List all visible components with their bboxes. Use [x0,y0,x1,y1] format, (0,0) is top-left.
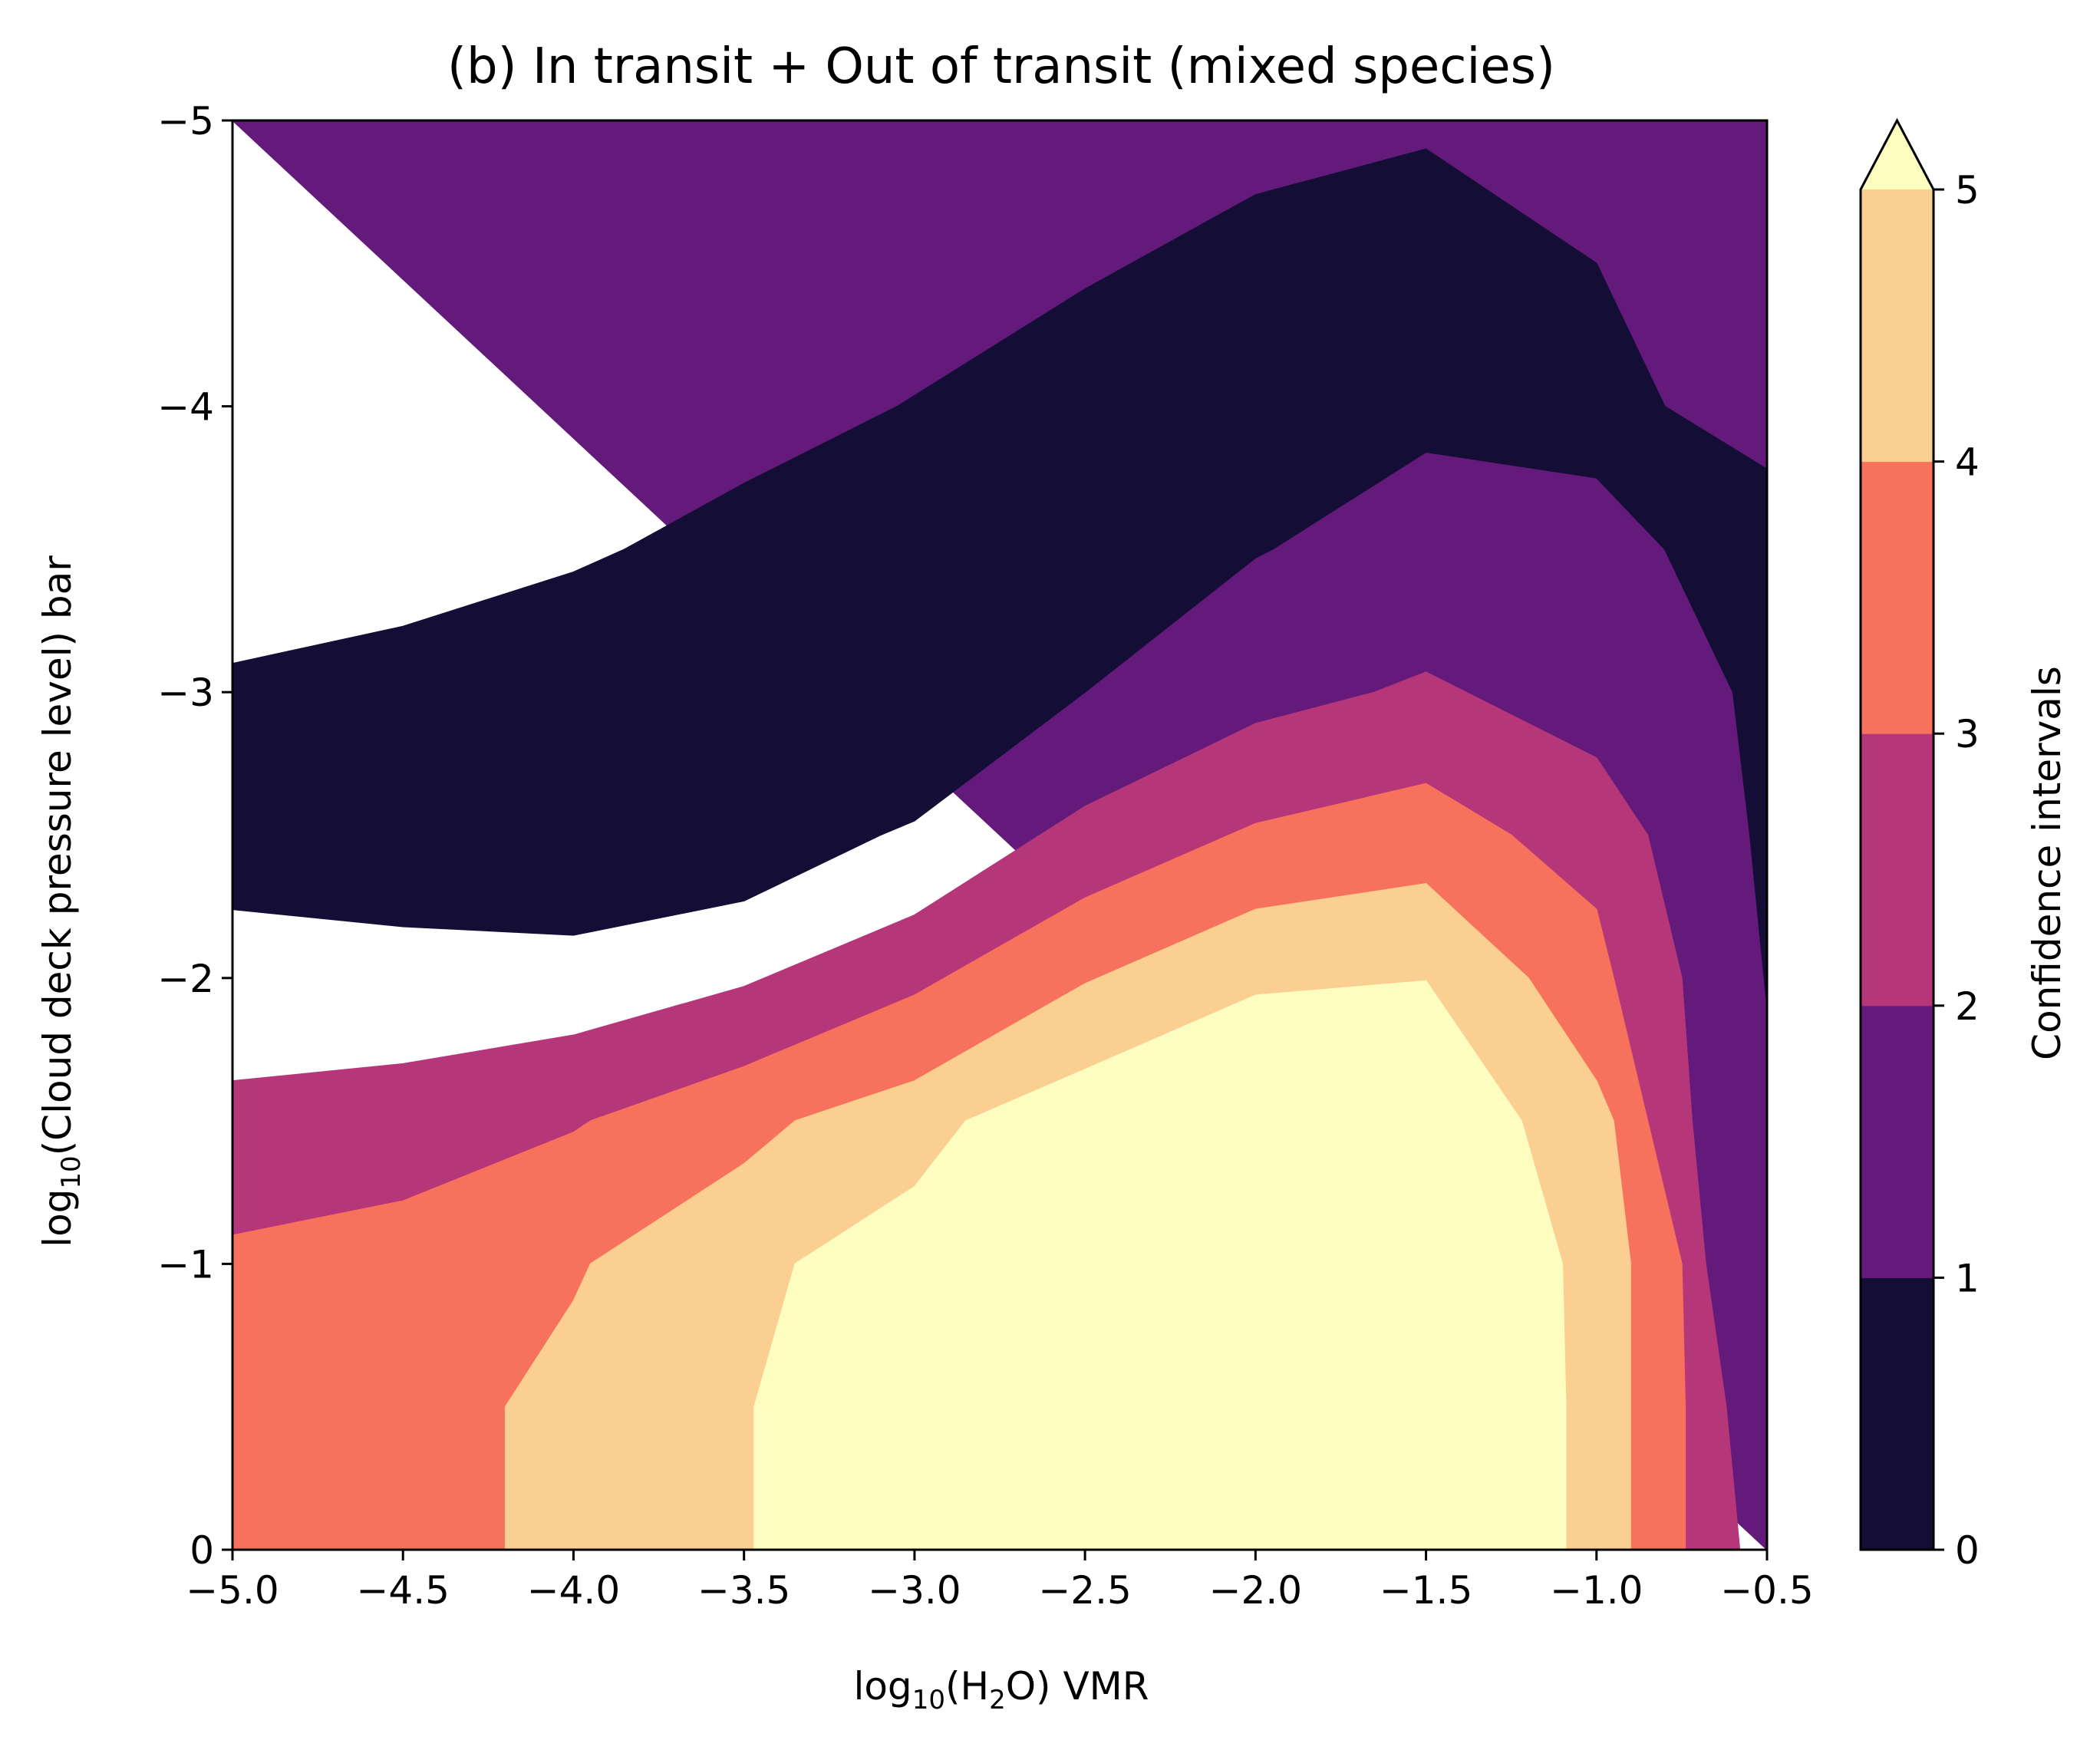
plot-area [231,119,1769,1551]
y-axis-label: log10(Cloud deck pressure level) bar [35,555,87,1247]
colorbar-tick-label: 1 [1955,1256,1980,1300]
colorbar-label: Confidence intervals [2025,666,2069,1060]
y-tick-label: −5 [157,99,214,143]
contour-region->5 [753,980,1567,1550]
contour-region-0-1 [232,148,1767,1007]
x-tick-label: −5.0 [186,1568,279,1613]
chart-title: (b) In transit + Out of transit (mixed s… [447,38,1555,95]
plot-frame [231,119,1769,1551]
x-tick-label: −2.5 [1038,1568,1131,1613]
colorbar-outline [1859,117,1935,1551]
colorbar-extend-arrow [1861,120,1934,189]
x-tick-label: −0.5 [1720,1568,1813,1613]
y-tick-label: −4 [157,385,214,430]
colorbar-band [1861,461,1934,734]
y-axis: 0 −1 −2 −3 −4 −5 [157,99,232,1573]
x-axis: −5.0 −4.5 −4.0 −3.5 −3.0 −2.5 −2.0 −1.5 −1.0 −0.5 [186,1550,1814,1613]
y-tick-label: −1 [157,1242,214,1287]
colorbar-tick-label: 3 [1955,712,1980,756]
colorbar: 0 1 2 3 4 5 [1859,117,1980,1573]
x-tick-label: −4.0 [527,1568,620,1613]
colorbar-band [1861,1277,1934,1551]
x-tick-label: −3.5 [697,1568,790,1613]
colorbar-tick-label: 2 [1955,984,1980,1029]
colorbar-band [1861,733,1934,1007]
y-tick-label: −3 [157,671,214,715]
x-tick-label: −3.0 [868,1568,961,1613]
y-tick-label: −2 [157,957,214,1001]
colorbar-band [1861,189,1934,463]
x-axis-label: log10(H2O) VMR [853,1664,1149,1715]
x-tick-label: −1.5 [1380,1568,1472,1613]
colorbar-tick-label: 5 [1955,168,1980,213]
colorbar-tick-label: 4 [1955,440,1980,485]
x-tick-label: −4.5 [357,1568,450,1613]
colorbar-tick-label: 0 [1955,1528,1980,1573]
x-tick-label: −1.0 [1550,1568,1643,1613]
x-tick-label: −2.0 [1209,1568,1302,1613]
y-tick-label: 0 [190,1528,214,1573]
colorbar-band [1861,1005,1934,1278]
